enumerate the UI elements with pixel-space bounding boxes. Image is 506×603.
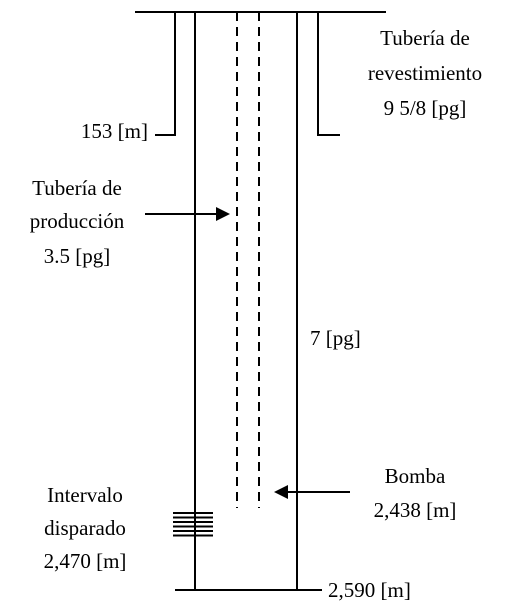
label: Intervalo (47, 483, 123, 507)
label: 2,470 [m] (44, 549, 127, 573)
perforations (173, 512, 213, 537)
label: Bomba (385, 464, 446, 488)
label: 9 5/8 [pg] (384, 96, 467, 120)
label: 153 [m] (81, 119, 148, 143)
label: 7 [pg] (310, 326, 361, 350)
label: 2,438 [m] (374, 498, 457, 522)
tubing-arrowhead (216, 207, 230, 221)
surface-casing-left (155, 12, 176, 136)
label: 3.5 [pg] (44, 244, 111, 268)
label: Tubería de (380, 26, 470, 50)
label: disparado (44, 516, 126, 540)
label: Tubería de (32, 176, 122, 200)
pump-arrowhead (274, 485, 288, 499)
label: producción (30, 209, 125, 233)
surface-casing-right (317, 12, 340, 136)
label: revestimiento (368, 61, 482, 85)
label: 2,590 [m] (328, 578, 411, 602)
